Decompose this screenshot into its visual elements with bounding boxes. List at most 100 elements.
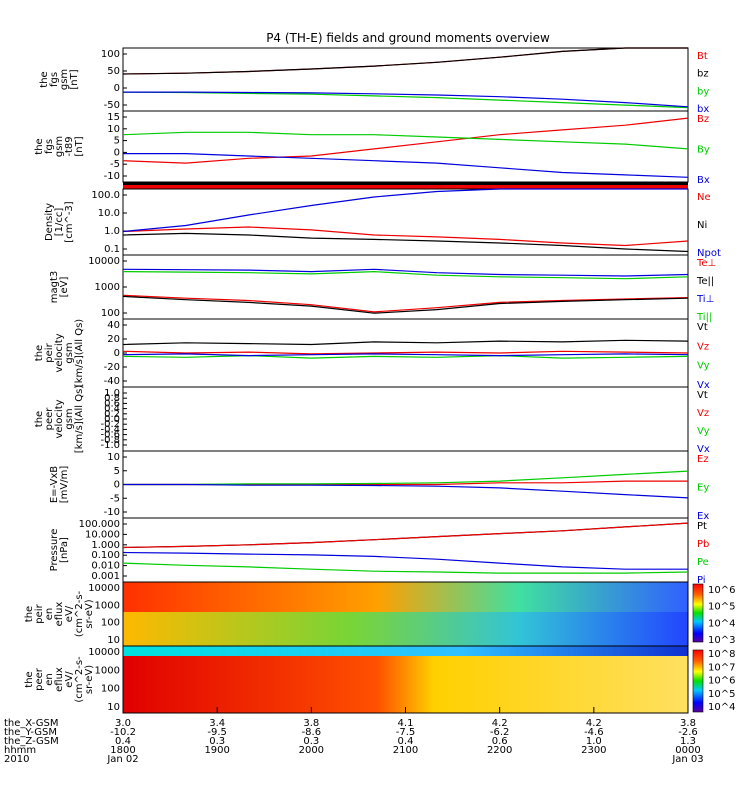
y-axis-label: [mV/m] [59, 466, 70, 504]
legend-Vx: Vx [697, 380, 710, 391]
y-axis-label: fgs [44, 139, 55, 154]
x-tick-label: 3.8 [303, 718, 319, 729]
y-axis-label: Pressure [49, 529, 60, 572]
series-line-Te⊥ [122, 294, 689, 313]
y-tick-label: 10 [107, 635, 120, 646]
y-tick-label: 0.001 [91, 571, 120, 582]
legend-Pe: Pe [697, 557, 709, 568]
y-tick-label: 100 [101, 49, 120, 60]
x-tick-label: -10.2 [110, 727, 136, 738]
legend-Te||: Te|| [696, 276, 714, 287]
y-tick-label: -10 [104, 507, 120, 518]
colorbar-tick-label: 10^5 [708, 689, 735, 700]
y-tick-label: 1.0 [104, 388, 120, 399]
y-axis-label: the [34, 411, 45, 427]
y-tick-label: 10000 [88, 647, 120, 658]
x-tick-label: 2300 [581, 745, 606, 756]
legend-bx: bx [697, 104, 709, 115]
y-axis-label: velocity [54, 399, 65, 438]
y-tick-label: 100.000 [79, 519, 120, 530]
y-tick-label: 10 [107, 452, 120, 463]
y-tick-label: 1000 [95, 665, 120, 676]
y-axis-label: [nPa] [59, 537, 70, 563]
colorbar-tick-label: 10^7 [708, 662, 735, 673]
y-axis-label: en [44, 673, 55, 686]
series-line-bz [122, 47, 688, 75]
series-line-Ti⊥ [122, 268, 689, 277]
legend-Vt: Vt [697, 322, 708, 333]
y-tick-label: 100 [101, 308, 120, 319]
legend-Vx: Vx [697, 444, 710, 455]
y-axis-label: gsm [64, 408, 75, 429]
series-line-Bz [122, 117, 689, 164]
peir-eflux-spectrogram [122, 581, 689, 647]
y-axis-label: [nT] [69, 69, 80, 89]
y-tick-label: 0 [114, 480, 120, 491]
series-line-Vt [122, 339, 689, 346]
y-tick-label: -10 [104, 171, 120, 182]
y-axis-label: sr-eV) [84, 599, 95, 628]
legend-Vy: Vy [697, 426, 710, 437]
y-tick-label: -1.0 [100, 440, 120, 451]
x-tick-label: 0.4 [398, 736, 414, 747]
x-tick-label: -9.5 [207, 727, 227, 738]
y-tick-label: 1000 [95, 282, 120, 293]
y-tick-label: -5 [110, 493, 120, 504]
x-tick-label: 1.0 [586, 736, 602, 747]
legend-Pi: Pi [697, 575, 706, 586]
x-tick-label: -6.2 [490, 727, 510, 738]
series-line-bx [123, 91, 689, 108]
y-axis-label: sr-eV) [84, 665, 95, 694]
series-line-Pb [122, 522, 689, 549]
colorbar-tick-label: 10^3 [708, 635, 735, 646]
x-axis: the_X-GSM 3.0 3.4 3.8 4.1 4.2 4.2 3.8 the_Y-GSM -… [4, 707, 704, 765]
panel-p9: 10000 1000 100 10 the peir en eflux eV/(cm^2-s-s… [24, 583, 735, 646]
panel-p10: 10000 1000 100 10 the peer en eflux eV/(cm^2-s-s… [24, 647, 735, 713]
y-tick-label: -40 [104, 376, 120, 387]
legend-Bx: Bx [697, 175, 710, 186]
y-axis-label: eV/ [64, 671, 75, 688]
y-tick-label: 0.1 [104, 244, 120, 255]
y-axis-label: [1/cc] [54, 208, 65, 237]
y-tick-label: 10000 [88, 583, 120, 594]
y-tick-label: 0.100 [91, 550, 120, 561]
panel-p1: 100 50 0 -50 the fgs gsm [nT] Bt bz by bx [39, 47, 709, 115]
x-tick-label: 3.0 [115, 718, 131, 729]
series-line-Bt [122, 47, 688, 75]
series-line-Vz [122, 350, 689, 355]
y-tick-label: 0 [114, 348, 120, 359]
y-axis-label: magt3 [49, 271, 60, 304]
panel-p6: 1.00.80.60.40.20.0-0.2-0.4-0.6-0.8-1.0 th… [34, 385, 710, 455]
legend-Ti||: Ti|| [696, 312, 712, 323]
colorbar-tick-label: 10^4 [708, 702, 735, 713]
y-axis-label: Density [44, 203, 55, 241]
y-axis-label: fgs [49, 72, 60, 87]
y-tick-label: 20 [107, 334, 120, 345]
panel-p7: 10 5 0 -5 -10 E=-VxB [mV/m] Ez Ey Ex [49, 450, 709, 522]
x-tick-label: 2200 [487, 745, 512, 756]
mode-bar [123, 182, 688, 189]
series-line-Vy [122, 354, 689, 359]
y-axis-label: gsm [54, 136, 65, 157]
y-tick-label: 5 [114, 466, 120, 477]
x-tick-label: 1900 [204, 745, 229, 756]
y-tick-label: 1000 [95, 600, 120, 611]
panel-p4: 10000 1000 100 magt3 [eV] Te⊥ Te|| Ti⊥ Ti|| [49, 254, 716, 323]
series-line-Pt [122, 522, 689, 549]
x-axis-row-label: the_Z-GSM [4, 736, 59, 747]
legend-Ez: Ez [697, 454, 709, 465]
legend-Ti⊥: Ti⊥ [696, 294, 714, 305]
x-axis-row-label: the_Y-GSM [4, 727, 57, 738]
x-axis-row-label: hhmm [4, 745, 36, 756]
colorbar-tick-label: 10^8 [708, 649, 735, 660]
series-line-By [122, 131, 689, 150]
y-axis-label: velocity [54, 333, 65, 372]
y-axis-label: peer [34, 667, 45, 691]
x-tick-label: -4.6 [584, 727, 604, 738]
y-tick-label: 40 [107, 320, 120, 331]
y-axis-label: the [39, 71, 50, 87]
y-tick-label: 1.000 [91, 540, 120, 551]
